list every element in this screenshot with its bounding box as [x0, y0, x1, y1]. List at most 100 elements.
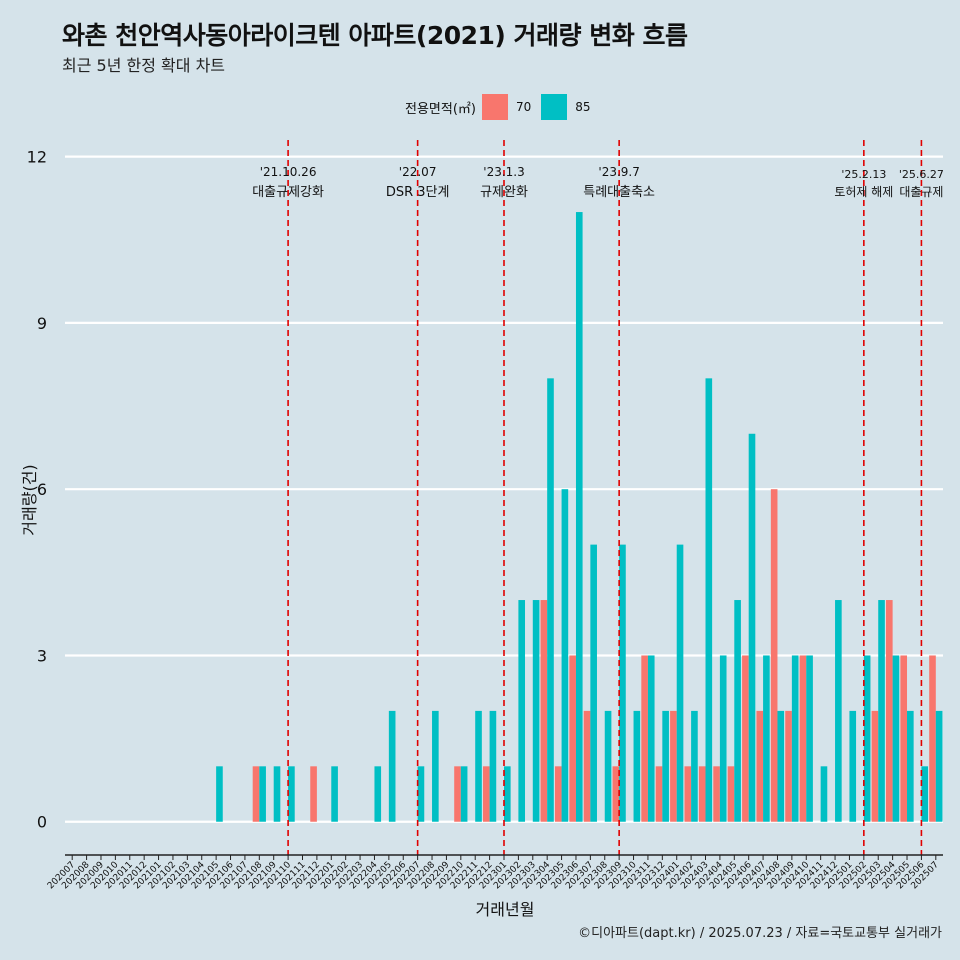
- annotation-label: 토허제 해제: [834, 185, 893, 199]
- bar-85-202301: [504, 766, 511, 822]
- legend: 전용면적(㎡) 70 85: [405, 93, 601, 121]
- bar-85-202201: [331, 766, 338, 822]
- bar-85-202501: [849, 710, 857, 822]
- annotation-label: 대출규제강화: [252, 185, 324, 200]
- bar-70-202401: [670, 710, 677, 822]
- bar-85-202505: [907, 710, 914, 822]
- bar-85-202311: [647, 655, 655, 822]
- bar-85-202410: [806, 655, 813, 822]
- bar-70-202304: [540, 600, 548, 822]
- annotation-date: '25.6.27: [899, 168, 944, 181]
- bar-85-202307: [590, 544, 597, 822]
- bar-85-202402: [691, 710, 698, 822]
- legend-title: 전용면적(㎡): [405, 101, 476, 117]
- x-axis-label: 거래년월: [475, 900, 535, 919]
- annotation-label: 규제완화: [480, 185, 528, 200]
- y-tick-label: 12: [27, 148, 47, 167]
- annotation-date: '23.9.7: [598, 165, 639, 179]
- bar-85-202408: [777, 710, 785, 822]
- bar-85-202306: [575, 212, 583, 822]
- annotation-date: '25.2.13: [841, 168, 886, 181]
- y-tick-label: 0: [37, 813, 47, 832]
- bar-85-202310: [633, 710, 641, 822]
- source-caption: ©디아파트(dapt.kr) / 2025.07.23 / 자료=국토교통부 실…: [578, 926, 942, 941]
- annotation-labels: '21.10.26 대출규제강화 '22.07 DSR 3단계 '23.1.3 규제완화 '…: [252, 165, 944, 200]
- bar-70-202404: [713, 766, 720, 822]
- annotation-date: '23.1.3: [483, 165, 524, 179]
- bar-85-202412: [835, 600, 842, 822]
- bar-85-202303: [532, 600, 540, 822]
- bar-85-202411: [820, 766, 828, 822]
- annotation-label: 대출규제: [899, 185, 943, 199]
- bar-70-202503: [871, 710, 879, 822]
- bar-85-202110: [288, 766, 295, 822]
- legend-key-70: [481, 94, 508, 120]
- bar-85-202212: [489, 710, 497, 822]
- annotation-date: '21.10.26: [260, 165, 317, 179]
- bar-70-202407: [756, 710, 764, 822]
- bar-70-202108: [252, 766, 260, 822]
- bar-70-202402: [684, 766, 692, 822]
- chart-subtitle: 최근 5년 한정 확대 차트: [62, 56, 226, 75]
- bar-85-202504: [892, 655, 900, 822]
- bar-85-202309: [619, 544, 626, 822]
- bar-70-202507: [929, 655, 936, 822]
- chart-title: 와촌 천안역사동아라이크텐 아파트(2021) 거래량 변화 흐름: [62, 21, 688, 50]
- bar-85-202109: [273, 766, 281, 822]
- annotation-date: '22.07: [399, 165, 437, 179]
- bar-85-202407: [763, 655, 770, 822]
- bar-70-202112: [310, 766, 317, 822]
- bar-70-202409: [785, 710, 792, 822]
- bar-85-202401: [676, 544, 684, 822]
- bar-85-202406: [748, 433, 756, 822]
- bar-85-202503: [878, 600, 885, 822]
- bar-85-202105: [216, 766, 223, 822]
- bar-70-202403: [698, 766, 706, 822]
- bar-70-202306: [569, 655, 576, 822]
- bar-85-202502: [863, 655, 871, 822]
- bar-85-202210: [460, 766, 468, 822]
- bar-70-202505: [900, 655, 908, 822]
- bar-70-202312: [655, 766, 663, 822]
- bar-70-202305: [554, 766, 562, 822]
- bar-85-202302: [518, 600, 526, 822]
- bar-85-202208: [432, 710, 439, 822]
- bar-70-202212: [482, 766, 490, 822]
- bar-85-202404: [719, 655, 727, 822]
- annotation-lines: [287, 140, 923, 855]
- y-tick-label: 3: [37, 646, 47, 665]
- legend-label-70: 70: [515, 100, 532, 114]
- bar-85-202108: [259, 766, 266, 822]
- bar-70-202504: [886, 600, 893, 822]
- annotation-label: 특례대출축소: [583, 185, 655, 200]
- bar-70-202408: [770, 489, 778, 822]
- legend-label-85: 85: [575, 100, 591, 114]
- y-tick-label: 9: [37, 314, 47, 333]
- bar-85-202506: [921, 766, 929, 822]
- bar-70-202210: [454, 766, 461, 822]
- bar-70-202405: [727, 766, 735, 822]
- bar-85-202305: [561, 489, 569, 822]
- bar-85-202207: [417, 766, 425, 822]
- y-axis-label: 거래량(건): [20, 464, 39, 536]
- bar-85-202304: [547, 378, 554, 822]
- legend-key-85: [541, 94, 568, 120]
- bar-70-202311: [641, 655, 648, 822]
- bar-85-202211: [475, 710, 482, 822]
- bars: [216, 212, 943, 822]
- bar-70-202309: [612, 766, 620, 822]
- bar-70-202307: [583, 710, 591, 822]
- bar-85-202507: [935, 710, 943, 822]
- bar-70-202410: [799, 655, 807, 822]
- y-tick-label: 6: [37, 480, 47, 499]
- bar-85-202308: [604, 710, 612, 822]
- bar-85-202312: [662, 710, 669, 822]
- bar-85-202403: [705, 378, 713, 822]
- bar-85-202409: [791, 655, 799, 822]
- annotation-label: DSR 3단계: [386, 185, 450, 200]
- bar-70-202406: [742, 655, 749, 822]
- bar-85-202205: [388, 710, 396, 822]
- bar-85-202405: [734, 600, 741, 822]
- bar-85-202204: [374, 766, 382, 822]
